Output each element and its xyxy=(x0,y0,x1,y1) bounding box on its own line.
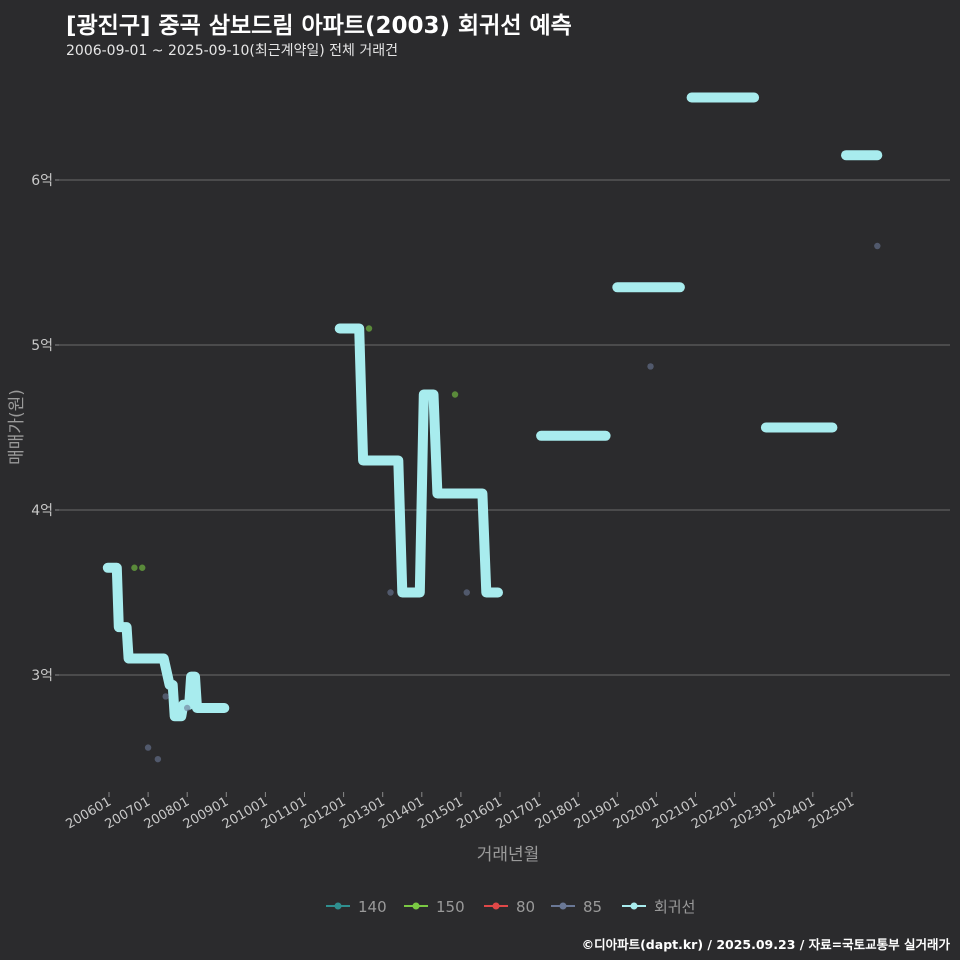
y-tick-label: 3억 xyxy=(31,668,53,684)
legend-label: 85 xyxy=(583,898,602,916)
y-tick-label: 5억 xyxy=(31,338,53,354)
regression-segment xyxy=(334,323,503,598)
regression-segment xyxy=(102,562,230,722)
point-85 xyxy=(144,744,152,751)
legend-swatch-dot xyxy=(559,902,567,910)
point-150 xyxy=(451,391,459,398)
point-85 xyxy=(387,589,394,596)
point-150 xyxy=(365,325,373,332)
data-points xyxy=(131,242,881,763)
regression-line xyxy=(102,92,883,722)
chart-subtitle: 2006-09-01 ~ 2025-09-10(최근계약일) 전체 거래건 xyxy=(66,43,398,59)
legend-label: 150 xyxy=(436,898,465,916)
legend-swatch-dot xyxy=(492,902,500,910)
point-150 xyxy=(139,564,146,571)
point-85 xyxy=(154,755,162,763)
axes: 3억4억5억6억20060120070120080120090120100120… xyxy=(31,173,857,832)
legend-swatch-dot xyxy=(630,902,638,910)
legend: 140 150 80 85 회귀선 xyxy=(326,898,695,916)
grid-lines xyxy=(59,179,950,676)
y-axis-title: 매매가(원) xyxy=(7,389,27,465)
y-tick-label: 4억 xyxy=(31,503,53,519)
legend-swatch-dot xyxy=(334,902,342,910)
chart-title: [광진구] 중곡 삼보드림 아파트(2003) 회귀선 예측 xyxy=(66,13,572,39)
point-85 xyxy=(162,693,169,700)
legend-label: 80 xyxy=(516,898,535,916)
point-85 xyxy=(647,363,654,370)
credit-footer: ©디아파트(dapt.kr) / 2025.09.23 / 자료=국토교통부 실… xyxy=(581,937,950,952)
x-axis-title: 거래년월 xyxy=(477,845,540,865)
point-85 xyxy=(463,589,470,596)
point-150 xyxy=(131,564,138,571)
legend-label: 회귀선 xyxy=(654,898,695,916)
legend-label: 140 xyxy=(358,898,387,916)
x-tick-label: 202501 xyxy=(806,794,856,832)
y-tick-label: 6억 xyxy=(31,173,53,189)
point-85 xyxy=(184,704,191,712)
point-85 xyxy=(874,242,881,250)
legend-swatch-dot xyxy=(412,902,420,910)
